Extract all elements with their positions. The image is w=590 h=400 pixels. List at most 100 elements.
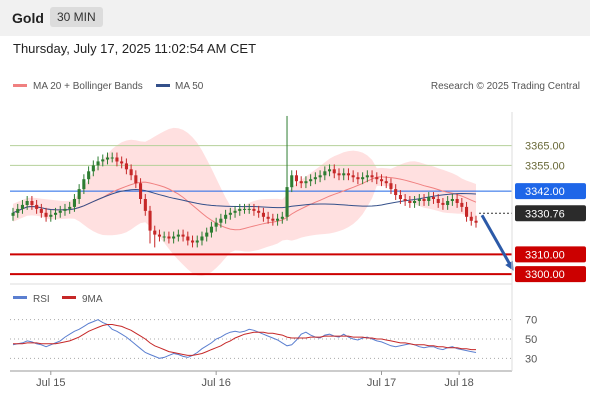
- header-bar: Gold 30 MIN: [0, 0, 590, 36]
- candle-body: [58, 210, 62, 213]
- candle-body: [285, 187, 289, 217]
- candle-body: [35, 204, 39, 209]
- candle-body: [417, 199, 421, 201]
- forecast-arrow-head: [505, 260, 514, 271]
- candle-body: [446, 201, 450, 205]
- pivot-tag: [515, 183, 586, 200]
- candle-body: [30, 201, 34, 205]
- candle-body: [436, 199, 440, 203]
- candle-body: [25, 201, 29, 205]
- candle-body: [384, 181, 388, 184]
- rsi-tick-label: 50: [525, 334, 537, 346]
- resistance-label-2: 3355.00: [525, 160, 565, 172]
- rsi-ma-line: [13, 324, 476, 356]
- candle-body: [238, 208, 242, 211]
- candle-body: [224, 214, 228, 219]
- candle-body: [96, 161, 100, 166]
- candle-body: [134, 175, 138, 184]
- candle-body: [398, 195, 402, 199]
- candle-body: [143, 199, 147, 211]
- candle-body: [87, 171, 91, 180]
- candle-body: [389, 183, 393, 190]
- rsi-legend-swatch: [13, 296, 27, 299]
- candle-body: [271, 218, 275, 221]
- candle-body: [11, 212, 15, 216]
- last-price-tag-label: 3330.76: [525, 208, 565, 220]
- candle-body: [54, 212, 58, 215]
- support-1-tag-label: 3310.00: [525, 249, 565, 261]
- candle-body: [304, 181, 308, 184]
- x-tick-label: Jul 15: [36, 377, 65, 389]
- candle-body: [139, 183, 143, 199]
- candle-body: [72, 199, 76, 207]
- candle-body: [200, 236, 204, 241]
- candle-body: [214, 222, 218, 227]
- candle-body: [124, 163, 128, 170]
- candle-body: [403, 199, 407, 201]
- candle-body: [469, 216, 473, 221]
- support-2-tag-label: 3300.00: [525, 269, 565, 281]
- candle-body: [172, 236, 176, 239]
- candle-body: [16, 208, 20, 213]
- support-2-tag: [515, 266, 586, 283]
- ma20-legend-label: MA 20 + Bollinger Bands: [33, 81, 143, 92]
- candle-body: [455, 199, 459, 203]
- x-axis: Jul 15 Jul 16 Jul 17 Jul 18: [36, 371, 474, 389]
- candle-body: [153, 230, 157, 235]
- candle-body: [346, 173, 350, 176]
- candle-body: [186, 236, 190, 241]
- candle-body: [375, 177, 379, 180]
- candle-body: [465, 206, 469, 217]
- forecast-arrow: [480, 214, 514, 269]
- interval-button[interactable]: 30 MIN: [50, 7, 103, 27]
- candle-body: [261, 212, 265, 217]
- rsi-line: [12, 319, 477, 359]
- candle-body: [299, 181, 303, 184]
- instrument-title: Gold: [12, 10, 44, 26]
- candle-body: [294, 175, 298, 182]
- x-tick-label: Jul 16: [201, 377, 230, 389]
- candle-body: [77, 189, 81, 199]
- candle-body: [361, 177, 365, 180]
- ma50-legend-swatch: [156, 84, 170, 87]
- candle-body: [328, 169, 332, 172]
- candle-body: [290, 175, 294, 188]
- candle-body: [427, 197, 431, 201]
- candle-body: [181, 234, 185, 237]
- rsi-legend-label: RSI: [33, 294, 50, 305]
- candle-body: [247, 208, 251, 210]
- rsi-ma-legend-label: 9MA: [82, 294, 103, 305]
- candle-body: [441, 202, 445, 205]
- candle-body: [266, 216, 270, 219]
- candle-body: [280, 216, 284, 219]
- candle-body: [408, 201, 412, 203]
- candle-body: [318, 175, 322, 178]
- ma20-legend-swatch: [13, 84, 27, 87]
- candle-body: [148, 210, 152, 231]
- candle-body: [257, 210, 261, 213]
- support-1-tag: [515, 246, 586, 263]
- candle-body: [313, 177, 317, 180]
- candle-body: [370, 175, 374, 178]
- x-tick-label: Jul 17: [367, 377, 396, 389]
- candle-body: [110, 157, 114, 159]
- candle-body: [413, 201, 417, 203]
- candle-body: [39, 208, 43, 213]
- candle-body: [394, 189, 398, 195]
- candle-body: [162, 236, 166, 238]
- candle-body: [44, 212, 48, 217]
- copyright-label: Research © 2025 Trading Central: [431, 81, 580, 92]
- candle-body: [63, 208, 67, 211]
- candle-body: [209, 226, 213, 233]
- candle-body: [228, 212, 232, 215]
- resistance-label-1: 3365.00: [525, 141, 565, 153]
- candle-body: [219, 218, 223, 223]
- candle-body: [167, 236, 171, 239]
- last-price-tag: [515, 205, 586, 222]
- candle-body: [356, 177, 360, 180]
- candle-body: [474, 220, 478, 223]
- candle-body: [91, 165, 95, 172]
- price-panel: 3365.00 3355.00 3342.00 3330.76 3310.00 3300.…: [10, 115, 586, 283]
- candle-body: [157, 234, 161, 237]
